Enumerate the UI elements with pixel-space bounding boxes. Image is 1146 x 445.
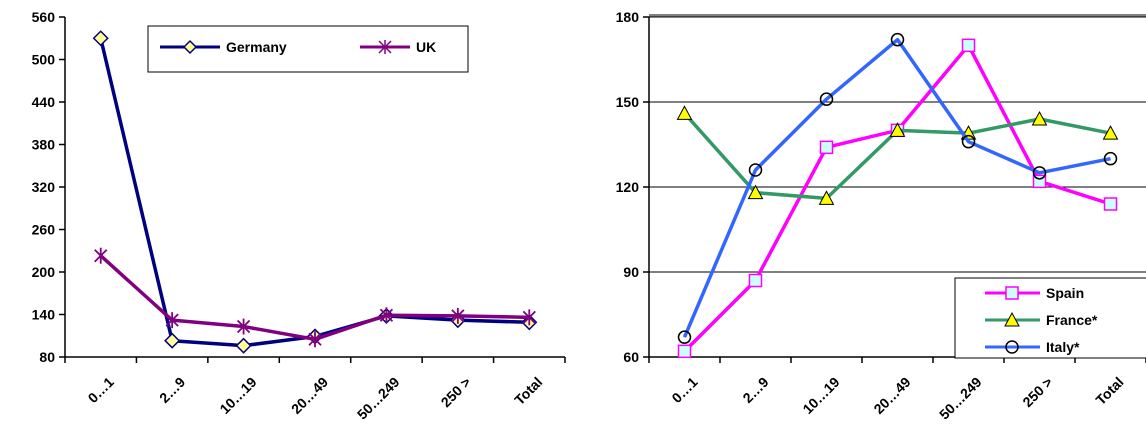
data-point-france xyxy=(1031,110,1048,126)
data-point-france xyxy=(889,122,906,137)
data-point-uk xyxy=(236,318,251,335)
data-point-spain xyxy=(748,273,763,288)
axes xyxy=(643,16,1146,363)
legend-label-germany: Germany xyxy=(226,39,287,55)
legend-marker-france xyxy=(1004,311,1020,327)
y-tick-label: 260 xyxy=(32,222,56,238)
y-tick-label: 440 xyxy=(32,94,56,110)
data-point-france xyxy=(1102,125,1119,140)
data-point-france xyxy=(676,105,693,120)
legend-box xyxy=(954,277,1146,359)
legend-label-spain: Spain xyxy=(1046,285,1084,301)
data-point-france xyxy=(818,190,835,205)
y-tick-label: 500 xyxy=(32,52,56,68)
axes xyxy=(59,16,566,363)
data-point-italy xyxy=(890,32,905,47)
data-point-uk xyxy=(94,247,108,264)
y-tick-label: 320 xyxy=(32,179,56,195)
legend-box xyxy=(147,25,469,73)
data-point-spain xyxy=(677,344,692,359)
y-tick-label: 150 xyxy=(616,94,640,110)
data-point-germany xyxy=(235,337,252,354)
y-tick-label: 200 xyxy=(32,264,56,280)
y-tick-label: 180 xyxy=(616,9,640,25)
series-italy xyxy=(677,32,1118,344)
data-point-uk xyxy=(379,307,394,324)
chart-background xyxy=(0,0,582,445)
chart-background xyxy=(582,0,1146,445)
data-point-spain xyxy=(961,38,976,53)
y-tick-label: 120 xyxy=(616,179,640,195)
data-point-uk xyxy=(451,307,465,324)
legend: Germany UK xyxy=(147,25,469,73)
series-line-italy xyxy=(682,37,1111,338)
y-tick-label: 380 xyxy=(32,137,56,153)
y-tick-label: 560 xyxy=(32,9,56,25)
legend-label-uk: UK xyxy=(416,39,436,55)
data-point-germany xyxy=(164,332,181,349)
legend-label-italy: Italy* xyxy=(1046,339,1080,355)
legend-marker-uk xyxy=(378,40,392,54)
series-france xyxy=(676,105,1119,205)
data-point-spain xyxy=(819,140,834,155)
legend-marker-germany xyxy=(182,39,198,55)
series-layer xyxy=(92,30,538,354)
legend-marker-italy xyxy=(1005,340,1019,354)
data-point-italy xyxy=(1103,151,1118,166)
data-point-uk xyxy=(522,309,536,326)
data-point-italy xyxy=(961,134,976,149)
y-tick-label: 80 xyxy=(39,349,55,365)
data-point-italy xyxy=(1032,166,1047,180)
y-tick-label: 140 xyxy=(32,307,56,323)
data-point-spain xyxy=(1103,197,1118,211)
data-point-italy xyxy=(748,163,763,177)
data-point-france xyxy=(747,184,764,200)
series-layer xyxy=(676,32,1119,359)
legend-marker-spain xyxy=(1005,286,1019,300)
y-tick-label: 60 xyxy=(623,349,639,365)
data-point-uk xyxy=(165,312,179,329)
data-point-germany xyxy=(92,30,109,47)
series-uk xyxy=(94,247,536,348)
data-point-italy xyxy=(677,330,692,344)
data-point-italy xyxy=(819,92,834,106)
y-tick-label: 90 xyxy=(623,264,639,280)
legend: Spain France* Italy* xyxy=(954,277,1146,359)
plot-area-top-border xyxy=(649,14,1146,17)
legend-label-france: France* xyxy=(1046,312,1098,328)
data-point-uk xyxy=(308,331,322,348)
